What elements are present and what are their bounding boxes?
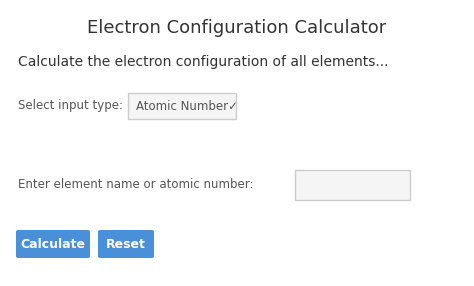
- FancyBboxPatch shape: [98, 230, 154, 258]
- Text: Atomic Number✓: Atomic Number✓: [136, 100, 238, 112]
- Text: Electron Configuration Calculator: Electron Configuration Calculator: [87, 19, 387, 37]
- FancyBboxPatch shape: [128, 93, 236, 119]
- Text: Enter element name or atomic number:: Enter element name or atomic number:: [18, 178, 254, 192]
- FancyBboxPatch shape: [16, 230, 90, 258]
- Text: Calculate: Calculate: [20, 237, 85, 251]
- Text: Calculate the electron configuration of all elements...: Calculate the electron configuration of …: [18, 55, 389, 69]
- FancyBboxPatch shape: [295, 170, 410, 200]
- Text: Reset: Reset: [106, 237, 146, 251]
- Text: Select input type:: Select input type:: [18, 98, 123, 112]
